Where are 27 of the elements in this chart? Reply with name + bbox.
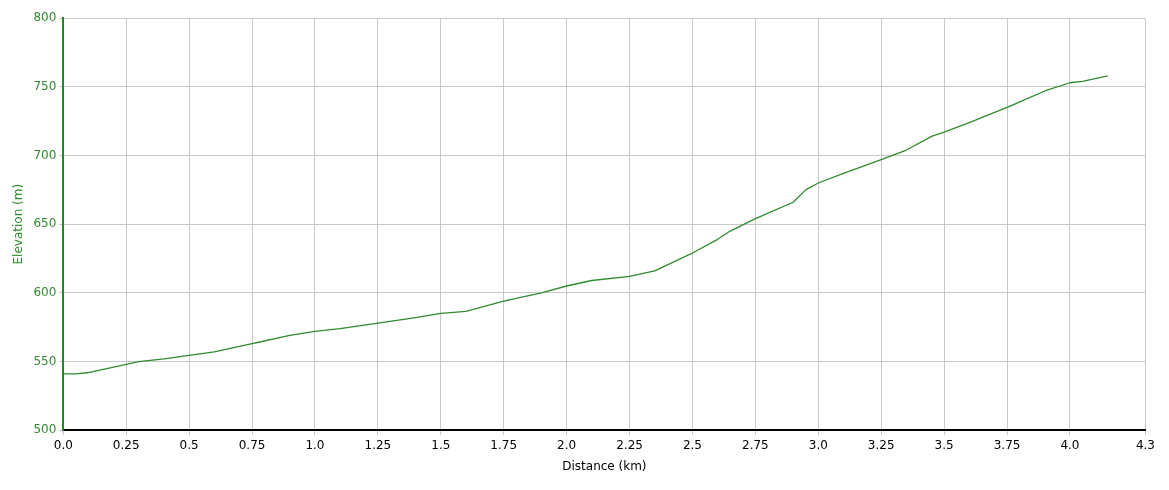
x-tick-label: 0.75 xyxy=(238,437,266,452)
x-tick-label: 0.5 xyxy=(179,437,199,452)
x-tick-label: 1.0 xyxy=(305,437,325,452)
y-tick-label: 700 xyxy=(33,147,57,162)
y-tick-label: 750 xyxy=(33,78,57,93)
x-tick-label: 2.25 xyxy=(616,437,643,452)
y-tick-label: 500 xyxy=(33,422,57,437)
x-tick-label: 3.5 xyxy=(934,437,954,452)
x-tick-label: 4.3 xyxy=(1135,437,1155,452)
x-tick-label: 2.5 xyxy=(682,437,703,452)
x-tick-label: 3.75 xyxy=(993,437,1021,452)
x-tick-label: 2.75 xyxy=(742,437,769,452)
y-tick-label: 800 xyxy=(33,10,57,25)
y-axis-title: Elevation (m) xyxy=(11,183,26,265)
y-tick-label: 650 xyxy=(33,216,57,231)
x-axis-title: Distance (km) xyxy=(562,458,647,473)
x-tick-label: 2.0 xyxy=(557,437,577,452)
y-tick-label: 600 xyxy=(33,284,57,299)
x-tick-label: 4.0 xyxy=(1060,437,1080,452)
x-tick-label: 1.25 xyxy=(364,437,392,452)
x-tick-label: 1.5 xyxy=(431,437,451,452)
x-tick-label: 0.0 xyxy=(53,437,73,452)
x-tick-label: 3.0 xyxy=(808,437,828,452)
x-tick-label: 1.75 xyxy=(490,437,518,452)
x-tick-label: 0.25 xyxy=(112,437,140,452)
y-tick-label: 550 xyxy=(33,353,57,368)
x-tick-label: 3.25 xyxy=(867,437,895,452)
